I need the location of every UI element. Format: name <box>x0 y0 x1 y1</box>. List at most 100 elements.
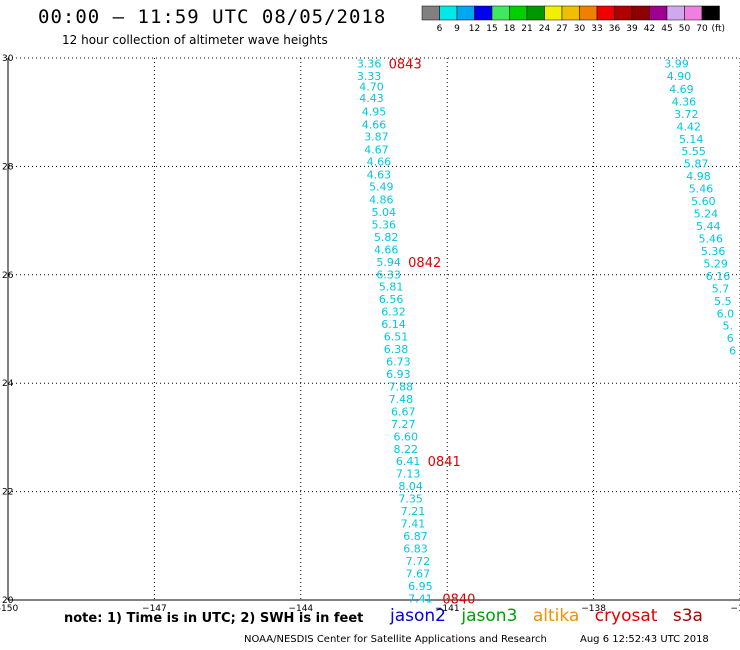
swh-point-track2: 5.44 <box>696 220 721 233</box>
swh-point-track1: 6.14 <box>381 318 406 331</box>
x-tick-label: −138 <box>581 604 606 614</box>
swh-point-track1: 4.67 <box>364 144 389 157</box>
swh-point-track2: 5.46 <box>698 232 723 245</box>
legend-swatch <box>631 5 650 21</box>
legend-swatch <box>684 5 703 21</box>
swh-point-track2: 5.87 <box>684 158 709 171</box>
chart-subtitle: 12 hour collection of altimeter wave hei… <box>62 33 328 47</box>
time-label: 0843 <box>389 57 422 72</box>
swh-point-track2: 6.16 <box>706 270 731 283</box>
satellite-legend: jason2 jason3 altika cryosat s3a <box>390 606 713 626</box>
swh-point-track1: 3.87 <box>364 131 389 144</box>
swh-point-track1: 4.70 <box>359 81 384 94</box>
legend-swatch <box>579 5 598 21</box>
legend-swatch <box>491 5 510 21</box>
swh-point-track1: 6.73 <box>386 356 411 369</box>
legend-swatch <box>509 5 528 21</box>
satellite-altika: altika <box>532 606 580 626</box>
legend-label: 27 <box>556 24 567 34</box>
footer-note: note: 1) Time is in UTC; 2) SWH is in fe… <box>64 611 364 626</box>
legend-swatch <box>474 5 493 21</box>
x-tick-label: −141 <box>435 604 460 614</box>
legend-swatch <box>666 5 685 21</box>
legend-swatch <box>614 5 633 21</box>
legend-label: 6 <box>437 24 443 34</box>
swh-point-track2: 6.0 <box>717 307 735 320</box>
swh-point-track1: 6.56 <box>379 293 404 306</box>
x-tick-label: −144 <box>288 604 313 614</box>
swh-point-track1: 5.94 <box>376 256 401 269</box>
swh-point-track1: 4.66 <box>367 156 392 169</box>
swh-point-track1: 7.41 <box>401 518 426 531</box>
legend-label: 15 <box>486 24 497 34</box>
legend-label: 70 <box>696 24 708 34</box>
legend-swatch <box>456 5 475 21</box>
swh-point-track1: 5.04 <box>372 206 397 219</box>
swh-point-track2: 5. <box>723 320 734 333</box>
swh-point-track1: 8.22 <box>393 443 418 456</box>
swh-point-track2: 6 <box>727 332 734 345</box>
swh-point-track2: 4.98 <box>686 170 711 183</box>
swh-point-track1: 4.66 <box>374 243 399 256</box>
swh-point-track1: 6.83 <box>403 543 428 556</box>
legend-label: 30 <box>574 24 586 34</box>
swh-point-track1: 7.13 <box>396 468 421 481</box>
swh-point-track1: 6.32 <box>381 306 406 319</box>
swh-point-track2: 4.36 <box>672 95 697 108</box>
swh-point-track1: 6.60 <box>393 430 418 443</box>
time-label: 0840 <box>442 592 475 607</box>
swh-point-track2: 5.29 <box>703 257 728 270</box>
swh-point-track1: 6.67 <box>391 405 416 418</box>
swh-point-track1: 7.41 <box>408 592 433 605</box>
swh-point-track2: 5.24 <box>694 208 719 221</box>
swh-point-track2: 5.60 <box>691 195 716 208</box>
swh-point-track2: 5.46 <box>689 183 714 196</box>
legend-label: 21 <box>521 24 532 34</box>
time-label: 0842 <box>408 256 441 271</box>
legend-swatch <box>561 5 580 21</box>
legend-swatch <box>526 5 545 21</box>
swh-point-track1: 7.35 <box>398 493 423 506</box>
swh-point-track1: 6.87 <box>403 530 428 543</box>
satellite-jason2: jason2 <box>390 606 446 626</box>
legend-label: 9 <box>454 24 460 34</box>
swh-point-track2: 4.42 <box>677 120 702 133</box>
legend-swatch <box>439 5 458 21</box>
generated-timestamp: Aug 6 12:52:43 UTC 2018 <box>580 634 709 645</box>
x-tick-label: −13 <box>731 604 740 614</box>
swh-point-track1: 4.43 <box>359 92 384 105</box>
legend-swatch <box>596 5 615 21</box>
legend-label: 50 <box>679 24 691 34</box>
legend-label: 12 <box>469 24 480 34</box>
swh-point-track2: 5.55 <box>681 145 706 158</box>
swh-point-track1: 5.81 <box>379 281 404 294</box>
swh-point-track1: 4.95 <box>362 106 387 119</box>
legend-label: 45 <box>661 24 672 34</box>
swh-point-track1: 4.66 <box>362 119 387 132</box>
swh-point-track2: 5.7 <box>712 282 730 295</box>
satellite-s3a: s3a <box>672 606 703 626</box>
swh-point-track1: 6.38 <box>384 343 409 356</box>
x-tick-label: -150 <box>0 604 18 614</box>
swh-point-track1: 5.36 <box>372 218 397 231</box>
swh-point-track1: 7.72 <box>406 555 431 568</box>
swh-point-track2: 5.5 <box>714 295 732 308</box>
swh-point-track1: 6.51 <box>384 331 409 344</box>
swh-point-track1: 6.93 <box>386 368 411 381</box>
swh-point-track2: 4.69 <box>669 83 694 96</box>
swh-point-track1: 3.36 <box>357 57 382 70</box>
swh-point-track1: 7.88 <box>389 380 414 393</box>
swh-point-track1: 7.67 <box>406 567 431 580</box>
legend-swatch <box>649 5 668 21</box>
swh-point-track1: 6.33 <box>376 268 401 281</box>
x-tick-label: −147 <box>142 604 167 614</box>
swh-point-track1: 7.21 <box>401 505 426 518</box>
swh-point-track1: 6.41 <box>396 455 421 468</box>
legend-label: 33 <box>591 24 602 34</box>
swh-point-track1: 5.82 <box>374 231 399 244</box>
legend-label: 42 <box>644 24 655 34</box>
legend-label: 18 <box>504 24 516 34</box>
swh-point-track1: 5.49 <box>369 180 394 193</box>
y-tick-label: 22 <box>2 488 13 498</box>
